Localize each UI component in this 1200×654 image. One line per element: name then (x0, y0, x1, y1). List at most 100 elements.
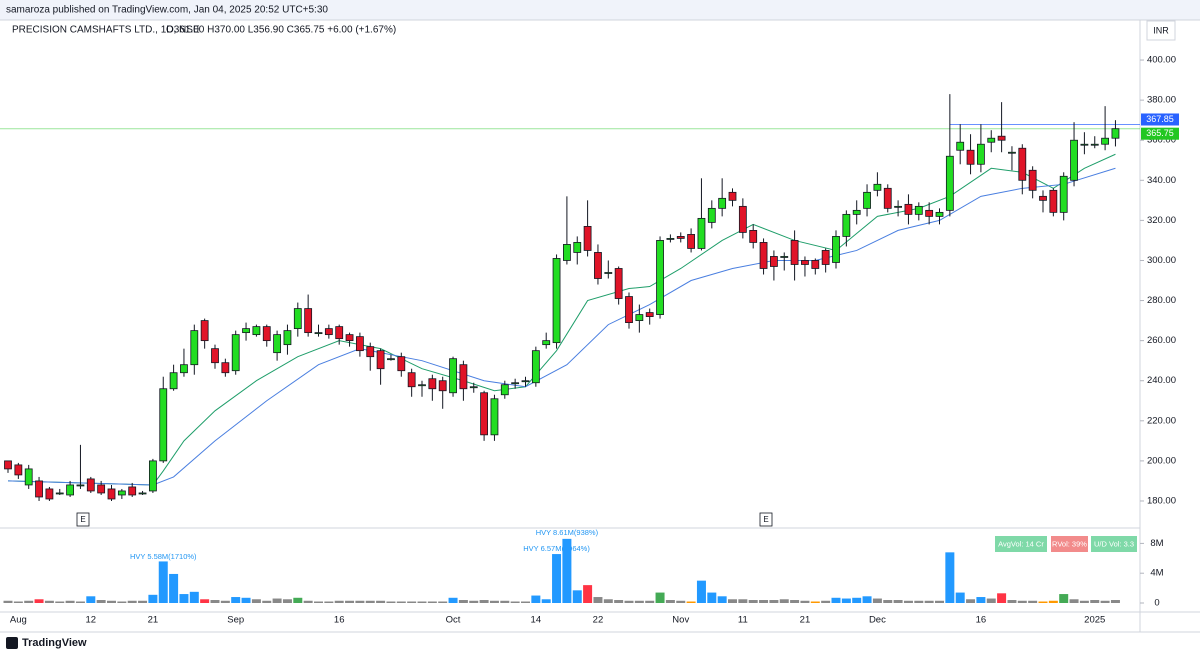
candle-body (656, 240, 664, 315)
volume-bar (438, 601, 448, 603)
x-tick-label: 12 (86, 615, 97, 626)
earnings-label: E (763, 515, 768, 524)
y-tick-label: 320.00 (1147, 215, 1176, 226)
candle-body (376, 350, 385, 370)
candle-body (1008, 151, 1016, 154)
volume-bar (75, 601, 85, 603)
candle-body (801, 260, 809, 265)
candle-body (66, 484, 74, 496)
price-tag (1141, 127, 1179, 140)
candle-body (863, 191, 871, 209)
volume-bar (293, 597, 303, 603)
candle-body (273, 334, 282, 354)
volume-bar (1100, 600, 1110, 603)
x-tick-label: 21 (800, 615, 811, 626)
volume-bar (138, 600, 148, 603)
x-tick-label: Nov (672, 615, 689, 626)
candle-body (397, 356, 406, 372)
candle-body (511, 382, 520, 385)
candle-body (438, 380, 447, 392)
badge (995, 536, 1047, 552)
earnings-marker (76, 512, 90, 527)
candle-body (35, 480, 43, 498)
candle-body (563, 244, 571, 261)
volume-bar (407, 601, 417, 603)
volume-bar (1059, 594, 1069, 603)
candle-body (935, 211, 944, 217)
volume-bar (324, 601, 334, 603)
candle-body (904, 203, 913, 215)
volume-bar (262, 600, 272, 603)
candle-body (676, 236, 685, 239)
badge-label: AvgVol: 14 Cr (998, 539, 1044, 548)
y-tick-label: 180.00 (1147, 495, 1176, 506)
volume-bar (821, 600, 831, 603)
volume-bar (303, 600, 313, 603)
volume-bar (645, 600, 655, 603)
volume-bar (24, 600, 34, 603)
volume-bar (1028, 600, 1038, 603)
volume-bar (1048, 600, 1058, 603)
volume-bar (966, 599, 976, 603)
candle-body (366, 346, 375, 358)
candle-body (842, 213, 851, 237)
candle-body (55, 492, 64, 495)
volume-bar (1069, 599, 1079, 603)
volume-bar (914, 600, 924, 603)
candle-body (242, 328, 250, 334)
candle-body (1039, 195, 1047, 201)
candle-body (738, 205, 747, 233)
candle-body (531, 350, 540, 384)
volume-tick-label: 0 (1154, 598, 1159, 609)
y-tick-label: 300.00 (1147, 255, 1176, 266)
volume-bar (179, 594, 189, 603)
candle-body (666, 238, 675, 240)
candle-body (956, 141, 965, 151)
candle-body (873, 183, 882, 191)
y-tick-label: 220.00 (1147, 415, 1176, 426)
candle-body (4, 460, 12, 470)
y-tick-label: 340.00 (1147, 175, 1176, 186)
candle-body (625, 296, 633, 324)
candle-body (180, 364, 188, 374)
candle-body (86, 478, 95, 492)
candle-body (1101, 137, 1109, 145)
volume-bar (386, 601, 396, 603)
currency-box[interactable] (1146, 20, 1176, 41)
candle-body (832, 236, 840, 263)
candle-body (407, 372, 416, 388)
volume-bar (127, 600, 137, 603)
candle-body (1049, 189, 1058, 213)
volume-bar (800, 600, 810, 603)
volume-bar (510, 601, 520, 603)
volume-bar (500, 600, 510, 603)
volume-bar (717, 596, 727, 603)
volume-bar (200, 599, 210, 603)
volume-annotation: HVY 5.58M(1710%) (130, 552, 197, 561)
volume-bar (686, 601, 696, 603)
volume-bar (831, 597, 841, 603)
volume-bar (593, 597, 603, 603)
candle-body (469, 386, 478, 389)
candle-body (128, 486, 137, 496)
symbol: PRECISION CAMSHAFTS LTD., 1D, NSE (12, 25, 200, 36)
x-tick-label: 16 (976, 615, 987, 626)
candle-body (211, 348, 219, 364)
candle-body (914, 205, 923, 215)
volume-bar (272, 598, 282, 603)
x-tick-label: 16 (334, 615, 345, 626)
moving-average (7, 153, 1116, 486)
volume-bar (552, 554, 562, 603)
candle-body (780, 256, 789, 258)
candle-body (697, 217, 706, 249)
candle-body (645, 312, 654, 317)
candle-body (304, 308, 313, 334)
volume-annotation: HVY 8.61M(938%) (536, 528, 599, 537)
candle-body (552, 258, 561, 344)
volume-bar (13, 601, 23, 603)
volume-bar (241, 597, 251, 603)
volume-bar (614, 600, 624, 603)
candle-body (190, 330, 199, 366)
candle-body (231, 334, 240, 372)
